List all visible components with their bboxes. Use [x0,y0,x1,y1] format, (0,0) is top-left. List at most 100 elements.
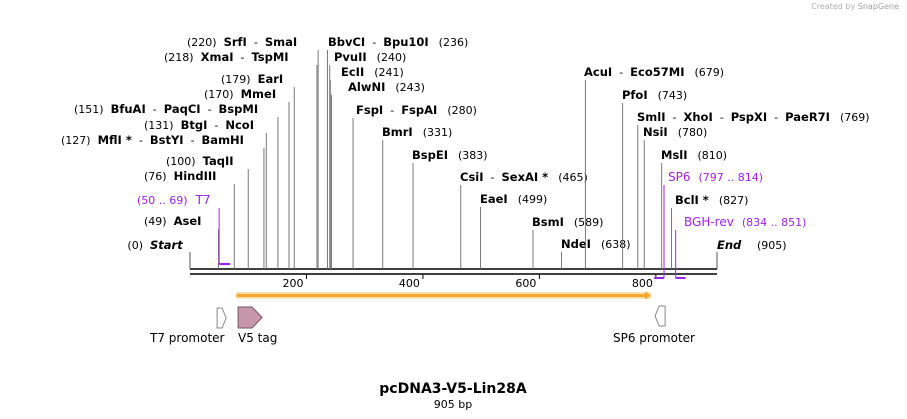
start-position: (0) [127,239,143,252]
site-label: BbvCI - Bpu10I (236) [328,35,468,49]
enzyme-name: BstYI [150,133,184,147]
site-label: EcII (241) [341,65,404,79]
end-position: (905) [757,239,787,252]
site-position: (589) [574,216,604,229]
site-label: (218) XmaI - TspMI [164,50,289,64]
site-position: (236) [439,36,469,49]
site-label-group: (127) MflI * - BstYI - BamHI [61,133,244,147]
site-position: (127) [61,134,91,147]
v5-tag-label: V5 tag [238,331,277,345]
site-label: BmrI (331) [382,125,452,139]
site-label: CsiI - SexAI * (465) [460,170,588,184]
site-label: NdeI (638) [561,237,631,251]
credit-prefix: Created by [811,2,856,11]
enzyme-name: AlwNI [348,80,385,94]
enzyme-name: PvuII [334,50,367,64]
site-label-group: AlwNI (243) [348,80,425,94]
t7-promoter-label: T7 promoter [149,331,225,345]
site-position: (100) [166,155,196,168]
enzyme-name: Eco57MI [630,65,684,79]
site-label: PfoI (743) [622,88,687,102]
site-label-group: BspEI (383) [412,148,488,162]
site-label-group: PfoI (743) [622,88,687,102]
site-separator: - [372,36,376,49]
site-label: BclI * (827) [675,193,748,207]
site-position: (638) [601,238,631,251]
site-label-group: EcII (241) [341,65,404,79]
snapgene-credit: Created by SnapGene [811,2,899,11]
site-separator: - [191,134,195,147]
site-label-group: FspI - FspAI (280) [356,103,477,117]
primer-range: (834 .. 851) [742,216,807,229]
site-label: AlwNI (243) [348,80,425,94]
enzyme-name: TspMI [251,50,288,64]
site-label-group: (218) XmaI - TspMI [164,50,289,64]
enzyme-name: TaqII [203,154,234,168]
site-label: SmlI - XhoI - PspXI - PaeR7I (769) [637,110,870,124]
site-label-group: (170) MmeI [204,87,276,101]
site-label-group: EaeI (499) [480,192,547,206]
site-label-group: NsiI (780) [643,125,707,139]
site-position: (331) [423,126,453,139]
site-label: FspI - FspAI (280) [356,103,477,117]
enzyme-name: FspI [356,103,383,117]
site-position: (240) [377,51,407,64]
enzyme-name: MslI [661,148,688,162]
enzyme-name: NsiI [643,125,668,139]
enzyme-name: BsmI [532,215,564,229]
site-label-group: SmlI - XhoI - PspXI - PaeR7I (769) [637,110,870,124]
primer-range: (50 .. 69) [137,194,188,207]
sp6-promoter-arrow [654,305,666,327]
primer-name: SP6 [668,170,691,184]
credit-brand: SnapGene [857,2,899,11]
site-position: (280) [447,104,477,117]
tick-label: 800 [632,277,653,290]
enzyme-name: SrfI [224,35,247,49]
site-position: (465) [558,171,588,184]
enzyme-name: SmlI [637,110,666,124]
v5-tag-arrow [237,306,263,329]
site-separator: - [774,111,778,124]
tick-label: 600 [515,277,536,290]
enzyme-name: AcuI [584,65,612,79]
site-position: (827) [719,194,749,207]
site-position: (383) [458,149,488,162]
enzyme-name: NdeI [561,237,591,251]
tick-label: 200 [282,277,303,290]
enzyme-name: AseI [174,214,202,228]
site-label-group: (100) TaqII [166,154,234,168]
site-label-group: (131) BtgI - NcoI [144,118,254,132]
enzyme-name: PaqCI [164,102,201,116]
site-separator: - [153,103,157,116]
enzyme-name: FspAI [401,103,437,117]
site-label: (170) MmeI [204,87,276,101]
enzyme-name: CsiI [460,170,484,184]
primer-label: SP6 (797 .. 814) [668,170,763,184]
site-label: NsiI (780) [643,125,707,139]
primer-range: (797 .. 814) [699,171,764,184]
site-label: (179) EarI [221,72,283,86]
enzyme-name: MmeI [241,87,277,101]
site-label-group: PvuII (240) [334,50,406,64]
site-position: (780) [678,126,708,139]
map-length: 905 bp [434,398,472,411]
enzyme-name: BmrI [382,125,413,139]
site-position: (49) [144,215,167,228]
enzyme-name: PaeR7I [785,110,830,124]
site-separator: - [240,51,244,64]
site-separator: - [720,111,724,124]
site-label-group: CsiI - SexAI * (465) [460,170,588,184]
site-label: PvuII (240) [334,50,406,64]
enzyme-name: BtgI [181,118,208,132]
enzyme-name: HindIII [174,169,217,183]
site-position: (179) [221,73,251,86]
site-label-group: (220) SrfI - SmaI [187,35,297,49]
primer-name: BGH-rev [684,215,734,229]
site-label: (76) HindIII [144,169,216,183]
orf-arrowhead [645,291,652,300]
site-label-group: NdeI (638) [561,237,631,251]
site-position: (241) [374,66,404,79]
site-position: (679) [694,66,724,79]
primer-label: (50 .. 69) T7 [137,193,211,207]
site-position: (76) [144,170,167,183]
